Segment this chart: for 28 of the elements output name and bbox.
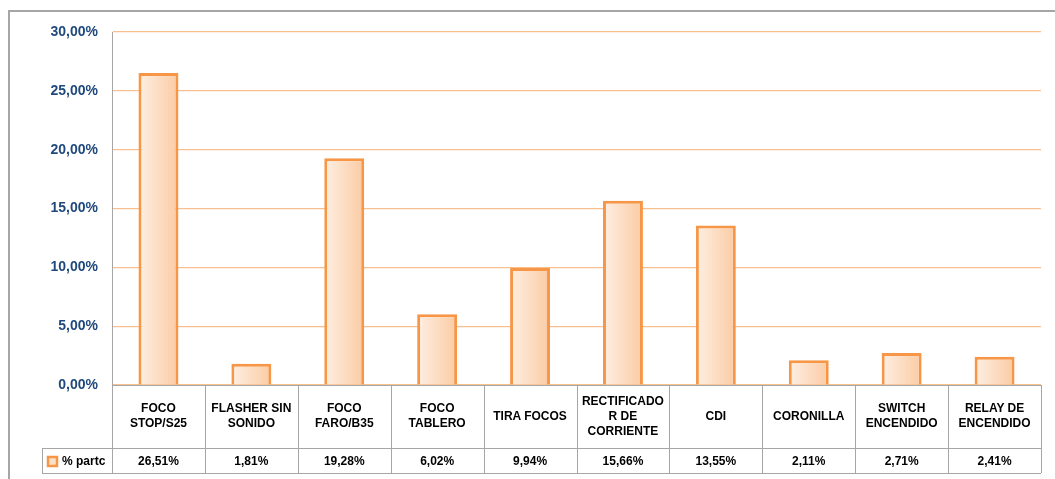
data-label: 2,71% xyxy=(884,453,919,468)
y-tick-label: 30,00% xyxy=(50,22,99,39)
data-label: 6,02% xyxy=(420,453,455,468)
y-tick-label: 20,00% xyxy=(50,140,99,157)
x-tick-label: SWITCH ENCENDIDO xyxy=(865,401,938,431)
y-tick-label: 10,00% xyxy=(50,258,99,275)
x-tick-label: RECTIFICADOR DE CORRIENTE xyxy=(581,393,664,438)
data-label: 1,81% xyxy=(234,453,269,468)
data-label: 2,41% xyxy=(977,453,1012,468)
data-label: 26,51% xyxy=(138,453,180,468)
x-tick-label: TIRA FOCOS xyxy=(493,408,567,423)
y-tick-label: 5,00% xyxy=(58,317,99,334)
y-tick-label: 15,00% xyxy=(50,199,99,216)
x-tick-label: FOCO TABLERO xyxy=(408,401,466,431)
x-tick-label: RELAY DE ENCENDIDO xyxy=(958,401,1031,431)
x-tick-label: CORONILLA xyxy=(773,408,845,423)
data-label: 15,66% xyxy=(602,453,644,468)
x-tick-label: FOCO FARO/B35 xyxy=(314,401,374,431)
legend-label: % partc xyxy=(62,453,106,468)
y-tick-label: 25,00% xyxy=(50,81,99,98)
data-label: 19,28% xyxy=(323,453,365,468)
data-label: 13,55% xyxy=(695,453,737,468)
x-tick-label: FLASHER SIN SONIDO xyxy=(211,401,292,431)
data-label: 9,94% xyxy=(513,453,548,468)
y-tick-label: 0,00% xyxy=(58,375,99,392)
data-label: 2,11% xyxy=(792,453,826,468)
x-tick-label: FOCO STOP/S25 xyxy=(129,401,188,431)
x-tick-label: CDI xyxy=(705,408,727,423)
